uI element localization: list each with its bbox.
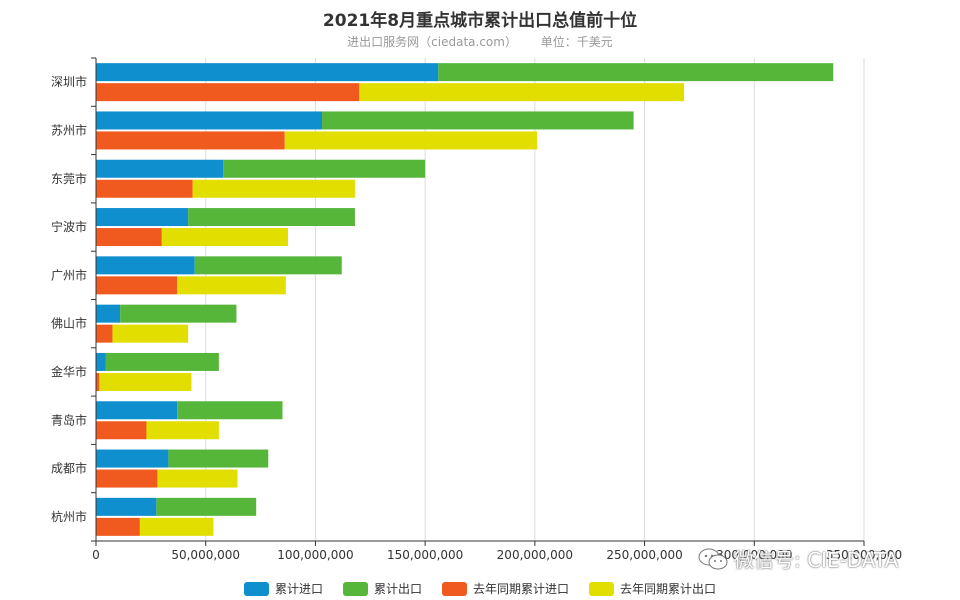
x-tick-label: 100,000,000 xyxy=(277,548,353,562)
bar-segment xyxy=(96,517,140,536)
unit-label: 单位：千美元 xyxy=(540,35,613,49)
y-category-label: 广州市 xyxy=(51,267,87,282)
tick-labels: 0 50,000,000 100,000,000 150,000,000 200,000… xyxy=(51,74,902,562)
bar-segment xyxy=(322,111,634,130)
y-category-label: 深圳市 xyxy=(51,74,87,89)
bar-segment xyxy=(156,497,257,516)
chart-subtitle: 进出口服务网（ciedata.com） 单位：千美元 xyxy=(0,33,960,50)
y-category-label: 金华市 xyxy=(51,364,87,379)
bar-segment xyxy=(96,372,100,391)
y-category-label: 东莞市 xyxy=(51,171,87,186)
bar-segment xyxy=(168,449,269,468)
legend-swatch xyxy=(243,581,269,596)
bar-segment xyxy=(96,276,178,295)
bar-segment xyxy=(96,304,121,323)
bar-segment xyxy=(99,372,192,391)
bar-segment xyxy=(96,352,106,371)
bar-segment xyxy=(120,304,237,323)
bar-segment xyxy=(96,131,285,150)
legend-item[interactable]: 累计出口 xyxy=(342,580,422,597)
x-tick-label: 50,000,000 xyxy=(171,548,240,562)
bar-segment xyxy=(177,276,286,295)
x-tick-label: 350,000,000 xyxy=(826,548,902,562)
y-category-label: 青岛市 xyxy=(51,412,87,427)
bar-segment xyxy=(139,517,214,536)
bar-segment xyxy=(105,352,219,371)
bar-segment xyxy=(112,324,189,343)
legend-label: 累计出口 xyxy=(373,582,422,596)
legend-item[interactable]: 去年同期累计出口 xyxy=(589,580,716,597)
bar-segment xyxy=(359,83,685,102)
bar-segment xyxy=(96,497,157,516)
bar-segment xyxy=(96,421,147,440)
bar-segment xyxy=(96,469,158,488)
bar-segment xyxy=(177,401,283,420)
legend-label: 去年同期累计进口 xyxy=(473,582,570,596)
bar-segment xyxy=(146,421,219,440)
bar-segment xyxy=(194,256,342,275)
bar-segment xyxy=(96,401,178,420)
legend-label: 累计进口 xyxy=(274,582,323,596)
wechat-icon xyxy=(698,548,728,569)
watermark-text: 微信号: CIE-DATA xyxy=(734,548,899,572)
x-tick-label: 300,000,000 xyxy=(716,548,792,562)
legend-label: 去年同期累计出口 xyxy=(620,582,717,596)
gridlines xyxy=(205,58,865,541)
legend-swatch xyxy=(442,581,467,596)
bar-segment xyxy=(96,449,169,468)
x-tick-label: 250,000,000 xyxy=(606,548,682,562)
y-category-label: 佛山市 xyxy=(51,316,87,331)
source-label: 进出口服务网（ciedata.com） xyxy=(347,35,517,49)
bar-segment xyxy=(96,63,439,82)
bar-segment xyxy=(161,228,288,247)
legend-item[interactable]: 去年同期累计进口 xyxy=(442,580,569,597)
legend: 累计进口 累计出口 去年同期累计进口 去年同期累计出口 xyxy=(0,580,960,597)
x-tick-label: 0 xyxy=(92,548,100,562)
bar-segment xyxy=(188,208,355,227)
y-category-label: 宁波市 xyxy=(51,219,87,234)
legend-swatch xyxy=(342,581,368,596)
chart-title: 2021年8月重点城市累计出口总值前十位 xyxy=(322,11,638,31)
bar-segment xyxy=(438,63,834,82)
bar-segment xyxy=(96,324,113,343)
bar-segment xyxy=(96,159,224,178)
legend-item[interactable]: 累计进口 xyxy=(243,580,323,597)
bar-segment xyxy=(157,469,238,488)
x-tick-label: 200,000,000 xyxy=(497,548,573,562)
watermark: 微信号: CIE-DATA xyxy=(698,544,898,573)
bar-segment xyxy=(284,131,538,150)
y-category-label: 苏州市 xyxy=(51,122,87,137)
bar-segment xyxy=(192,179,355,198)
legend-swatch xyxy=(589,581,615,596)
y-category-label: 杭州市 xyxy=(51,509,87,524)
bars xyxy=(96,63,834,536)
bar-segment xyxy=(96,256,195,275)
bar-segment xyxy=(96,111,323,130)
bar-segment xyxy=(96,208,189,227)
axes xyxy=(91,57,865,546)
bar-segment xyxy=(96,83,360,102)
bar-segment xyxy=(96,228,162,247)
x-tick-label: 150,000,000 xyxy=(387,548,463,562)
bar-segment xyxy=(223,159,426,178)
y-category-label: 成都市 xyxy=(51,461,87,476)
bar-segment xyxy=(96,179,193,198)
